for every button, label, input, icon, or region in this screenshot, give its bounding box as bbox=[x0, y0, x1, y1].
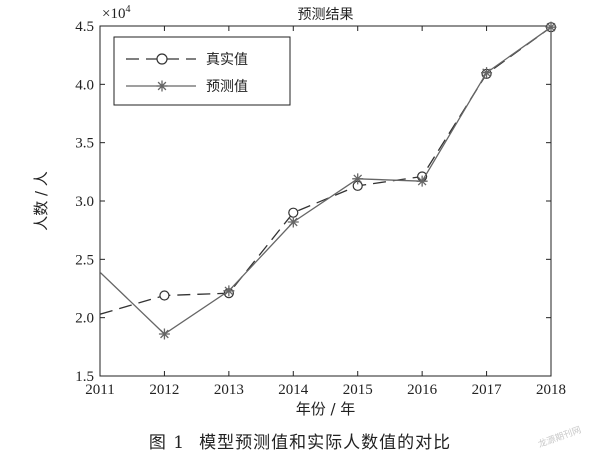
x-tick-label: 2014 bbox=[278, 382, 309, 398]
x-tick-label: 2015 bbox=[343, 382, 373, 398]
figure-caption-text: 模型预测值和实际人数值的对比 bbox=[199, 433, 452, 453]
x-tick-label: 2011 bbox=[85, 382, 114, 398]
x-tick-label: 2016 bbox=[407, 382, 438, 398]
legend-label-pred: 预测值 bbox=[206, 79, 248, 95]
data-point-star bbox=[287, 216, 299, 228]
figure-number: 图 1 bbox=[148, 433, 186, 453]
data-point-star bbox=[352, 173, 364, 185]
y-tick-label: 2.0 bbox=[75, 311, 94, 327]
series-line bbox=[100, 26, 551, 335]
y-multiplier-exponent: 4 bbox=[125, 4, 130, 15]
series-2 bbox=[100, 26, 551, 335]
x-tick-label: 2013 bbox=[214, 382, 244, 398]
figure-caption: 图 1 模型预测值和实际人数值的对比 bbox=[0, 428, 600, 453]
y-tick-label: 4.0 bbox=[75, 77, 94, 93]
y-tick-label: 3.5 bbox=[75, 136, 94, 152]
y-multiplier-base: ×10 bbox=[102, 6, 125, 22]
x-tick-label: 2018 bbox=[536, 382, 566, 398]
y-tick-label: 2.5 bbox=[75, 252, 94, 268]
data-point-circle bbox=[288, 207, 299, 218]
data-point-star bbox=[416, 175, 428, 187]
y-tick-label: 1.5 bbox=[75, 369, 94, 385]
legend-box bbox=[113, 36, 291, 106]
data-point-star bbox=[158, 328, 170, 340]
legend-label-true: 真实值 bbox=[206, 52, 248, 68]
y-tick-label: 4.5 bbox=[75, 19, 94, 35]
data-point-star bbox=[545, 21, 557, 33]
x-tick-label: 2012 bbox=[149, 382, 179, 398]
legend-marker-star bbox=[156, 80, 168, 92]
data-point-circle bbox=[159, 290, 170, 301]
data-point-star bbox=[481, 67, 493, 79]
x-tick-label: 2017 bbox=[472, 382, 503, 398]
y-axis-label: 人数 / 人 bbox=[32, 171, 50, 231]
data-point-star bbox=[223, 285, 235, 297]
x-axis-label: 年份 / 年 bbox=[296, 400, 356, 418]
y-multiplier-label: ×104 bbox=[102, 4, 130, 22]
chart-title: 预测结果 bbox=[298, 7, 354, 23]
line-chart: 2011 2012 2013 2014 2015 2016 2017 2018 1.5 2.0 2.… bbox=[32, 4, 566, 418]
legend-marker-circle bbox=[156, 53, 168, 65]
y-tick-label: 3.0 bbox=[75, 194, 94, 210]
